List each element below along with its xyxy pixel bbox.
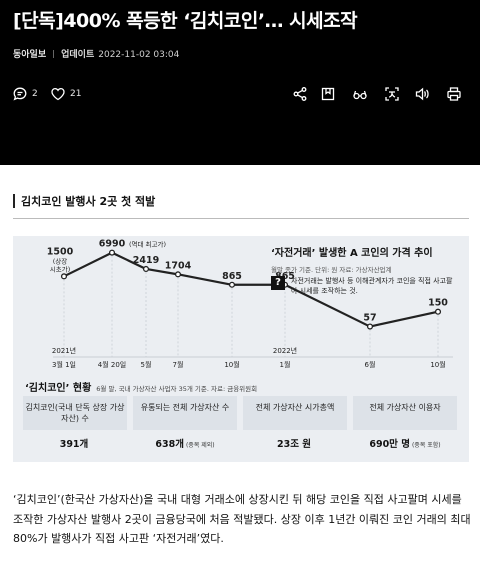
- stat-value: 690만 명 (중복 포함): [353, 432, 457, 458]
- stat-card: 김치코인(국내 단독 상장 가상자산) 수 391개: [23, 396, 127, 458]
- article-meta: 동아일보 업데이트 2022-11-02 03:04: [13, 47, 179, 60]
- callout-subtitle: 월말 종가 기준. 단위: 원 자료: 가상자산업계: [271, 266, 392, 274]
- data-label: 1500: [47, 246, 74, 257]
- status-heading: ‘김치코인’ 현황 6월 말, 국내 가상자산 사업자 35개 기준. 자료: 금…: [25, 379, 257, 394]
- stat-value: 23조 원: [243, 432, 347, 458]
- source-name[interactable]: 동아일보: [13, 50, 47, 60]
- x-tick-label: 2022년: [273, 346, 297, 355]
- update-time: 2022-11-02 03:04: [98, 50, 180, 60]
- update-label: 업데이트: [61, 50, 95, 60]
- x-tick-label: 6월: [365, 360, 376, 369]
- data-label: 6990: [99, 239, 126, 250]
- x-tick-label: 10월: [224, 360, 239, 369]
- data-point: [108, 249, 116, 256]
- reading-mode-button[interactable]: [352, 86, 368, 102]
- print-button[interactable]: [446, 86, 462, 102]
- like-button[interactable]: 21: [50, 84, 81, 104]
- data-label: 2419: [133, 255, 159, 266]
- stat-label: 전체 가상자산 시가총액: [243, 396, 347, 430]
- bookmark-icon: [321, 87, 335, 101]
- x-tick-label: 1월: [280, 360, 291, 369]
- heading-rule: [13, 218, 469, 219]
- status-title: ‘김치코인’ 현황: [25, 383, 92, 394]
- share-button[interactable]: [292, 86, 308, 102]
- heading-marker: [13, 194, 15, 208]
- stat-value: 391개: [23, 432, 127, 458]
- x-tick-label: 7월: [173, 360, 184, 369]
- callout-title: ‘자전거래’ 발생한 A 코인의 가격 추이: [271, 248, 433, 259]
- stat-number: 23조 원: [276, 439, 311, 450]
- data-label: 865: [222, 271, 242, 282]
- stat-number: 638개: [155, 439, 184, 450]
- chart-callout: ‘자전거래’ 발생한 A 코인의 가격 추이 월말 종가 기준. 단위: 원 자…: [271, 244, 461, 295]
- series-line: [63, 251, 439, 328]
- stat-number: 391개: [59, 439, 89, 450]
- stat-label: 김치코인(국내 단독 상장 가상자산) 수: [23, 396, 127, 430]
- stat-card: 전체 가상자산 시가총액 23조 원: [243, 396, 347, 458]
- data-point: [228, 281, 236, 288]
- status-note: 6월 말, 국내 가상자산 사업자 35개 기준. 자료: 금융위원회: [96, 385, 258, 393]
- glasses-icon: [353, 90, 367, 100]
- action-toolbar: 2 21: [12, 84, 468, 106]
- data-point: [434, 308, 442, 315]
- data-point: [60, 273, 68, 280]
- comment-button[interactable]: 2: [12, 84, 38, 104]
- print-icon: [447, 87, 461, 101]
- infographic-header: 김치코인 발행사 2곳 첫 적발: [13, 190, 469, 220]
- kimchi-coin-status: ‘김치코인’ 현황 6월 말, 국내 가상자산 사업자 35개 기준. 자료: 금…: [13, 376, 469, 462]
- data-point: [142, 265, 150, 273]
- translate-button[interactable]: [384, 86, 400, 102]
- status-cards: 김치코인(국내 단독 상장 가상자산) 수 391개 유통되는 전체 가상자산 …: [23, 396, 459, 458]
- stat-note: (중복 제외): [185, 442, 215, 449]
- stat-note: (중복 포함): [411, 442, 441, 449]
- infographic-heading: 김치코인 발행사 2곳 첫 적발: [21, 195, 156, 208]
- stat-value: 638개 (중복 제외): [133, 432, 237, 458]
- stat-label: 전체 가상자산 이용자: [353, 396, 457, 430]
- question-icon: ?: [271, 276, 285, 290]
- comment-icon: [13, 87, 27, 101]
- heart-icon: [51, 87, 65, 101]
- translate-icon: [385, 87, 399, 101]
- annotation-label: (역대 최고가): [129, 240, 166, 249]
- x-tick-label: 4월 20일: [98, 360, 126, 369]
- article-body: ‘김치코인’(한국산 가상자산)을 국내 대형 거래소에 상장시킨 뒤 해당 코…: [13, 493, 471, 545]
- audio-button[interactable]: [414, 86, 430, 102]
- x-tick-label: 3월 1일: [52, 360, 76, 369]
- stat-number: 690만 명: [369, 439, 410, 450]
- x-tick-label: 5월: [141, 360, 152, 369]
- annotation-label: 시초가): [50, 264, 70, 273]
- infographic: 김치코인 발행사 2곳 첫 적발 1500 2021년 3월 1일 6990 4월 20…: [13, 190, 469, 462]
- price-line-chart: 1500 2021년 3월 1일 6990 4월 20일 2419 5월 1704 7월 865 1…: [47, 239, 453, 369]
- data-point: [174, 271, 182, 278]
- bookmark-button[interactable]: [320, 86, 336, 102]
- article-title: [단독]400% 폭등한 ‘김치코인’… 시세조작: [13, 10, 358, 32]
- share-icon: [293, 87, 307, 101]
- meta-divider: [53, 50, 55, 58]
- data-label: 150: [428, 298, 448, 309]
- data-point: [366, 323, 374, 330]
- x-tick-label: 2021년: [52, 346, 76, 355]
- stat-label: 유통되는 전체 가상자산 수: [133, 396, 237, 430]
- article-header: [단독]400% 폭등한 ‘김치코인’… 시세조작 동아일보 업데이트 2022-1…: [0, 0, 480, 165]
- like-count: 21: [70, 89, 82, 99]
- x-tick-label: 10월: [430, 360, 445, 369]
- data-label: 1704: [165, 260, 192, 271]
- data-label: 57: [363, 313, 376, 324]
- comment-count: 2: [32, 89, 38, 99]
- infographic-panel: 1500 2021년 3월 1일 6990 4월 20일 2419 5월 1704 7월 865 1…: [13, 236, 469, 462]
- annotation-label: (상장: [53, 256, 68, 265]
- data-label: 865: [275, 271, 295, 282]
- callout-explanation: 자전거래는 발행사 등 이해관계자가 코인을 직접 사고팔아 시세를 조작하는 …: [291, 277, 453, 295]
- stat-card: 전체 가상자산 이용자 690만 명 (중복 포함): [353, 396, 457, 458]
- audio-icon: [415, 87, 429, 101]
- stat-card: 유통되는 전체 가상자산 수 638개 (중복 제외): [133, 396, 237, 458]
